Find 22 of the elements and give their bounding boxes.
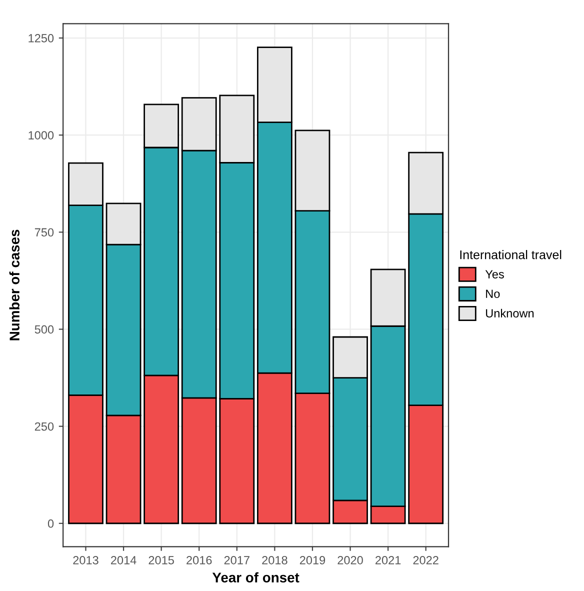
x-tick-label: 2019 [300, 556, 326, 564]
x-axis-title: Year of onset [212, 572, 300, 582]
y-tick-label: 500 [34, 325, 54, 334]
y-tick-label: 1000 [28, 131, 54, 140]
x-tick-label: 2018 [262, 556, 288, 564]
x-tick-label: 2021 [376, 556, 401, 564]
x-tick-label: 2016 [186, 556, 212, 564]
legend-label: Unknown [486, 308, 534, 318]
y-tick-label: 750 [34, 228, 54, 237]
legend-label: Yes [485, 270, 504, 278]
x-tick-label: 2015 [148, 556, 174, 564]
x-tick-label: 2017 [224, 556, 250, 564]
x-tick-label: 2013 [73, 556, 98, 564]
legend-title: International travel [460, 250, 562, 260]
y-tick-label: 0 [48, 519, 54, 528]
y-axis-title: Number of cases [9, 230, 20, 340]
legend-label: No [486, 290, 500, 298]
x-tick-label: 2020 [338, 556, 363, 564]
y-tick-label: 1250 [28, 34, 54, 42]
x-tick-label: 2022 [413, 556, 438, 564]
x-tick-label: 2014 [110, 556, 136, 564]
y-tick-label: 250 [34, 422, 54, 431]
